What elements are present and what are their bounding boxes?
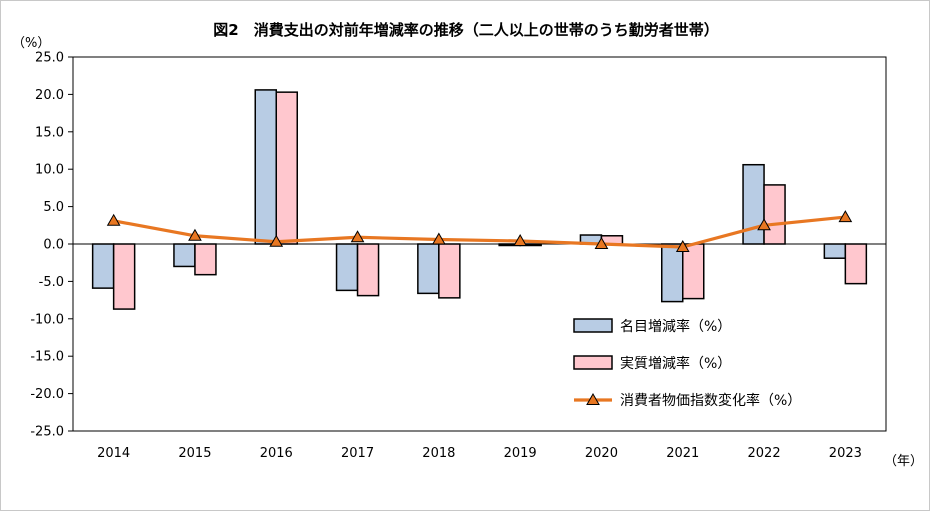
- x-tick-label: 2023: [829, 446, 862, 461]
- cpi-point-marker: [106, 213, 121, 226]
- bar: [173, 243, 196, 268]
- y-tick-label: 10.0: [35, 163, 64, 178]
- bar: [91, 243, 115, 289]
- cpi-point-marker: [350, 230, 365, 243]
- cpi-point-marker: [675, 239, 690, 252]
- cpi-point-marker: [188, 228, 202, 241]
- legend-label: 名目増減率（%）: [620, 318, 731, 335]
- y-tick-label: -25.0: [30, 425, 64, 440]
- bar: [742, 163, 765, 245]
- x-tick-label: 2020: [585, 446, 618, 461]
- x-axis-unit: （年）: [884, 454, 924, 469]
- x-tick-label: 2015: [178, 446, 211, 461]
- chart-title: 図2 消費支出の対前年増減率の推移（二人以上の世帯のうち勤労者世帯）: [213, 21, 719, 39]
- y-tick-label: 20.0: [35, 88, 64, 103]
- legend-swatch: [573, 318, 613, 333]
- bar: [335, 243, 359, 292]
- y-tick-label: -15.0: [30, 350, 64, 365]
- cpi-point-marker: [431, 232, 446, 245]
- x-tick-label: 2014: [97, 446, 130, 461]
- bar: [763, 184, 786, 245]
- bar: [112, 243, 136, 310]
- cpi-point-marker: [594, 236, 609, 249]
- y-tick-label: -5.0: [39, 275, 64, 290]
- cpi-point-marker: [513, 234, 528, 247]
- bar: [844, 243, 868, 285]
- x-tick-label: 2016: [260, 446, 293, 461]
- x-tick-label: 2022: [748, 446, 781, 461]
- y-tick-label: -10.0: [30, 312, 64, 327]
- x-tick-label: 2017: [341, 446, 374, 461]
- x-tick-label: 2018: [422, 446, 455, 461]
- bar: [254, 89, 277, 245]
- x-tick-label: 2021: [666, 446, 699, 461]
- y-axis-unit: （%）: [12, 36, 51, 51]
- cpi-point-marker: [269, 234, 284, 247]
- y-tick-label: 15.0: [35, 125, 64, 140]
- bar: [823, 243, 847, 259]
- cpi-point-marker: [757, 218, 771, 231]
- cpi-line: [113, 215, 846, 249]
- x-tick-label: 2019: [504, 446, 537, 461]
- bar: [417, 243, 440, 295]
- y-tick-label: -20.0: [30, 387, 64, 402]
- bar: [356, 243, 380, 297]
- legend-label: 消費者物価指数変化率（%）: [620, 392, 801, 409]
- cpi-point-marker: [838, 210, 853, 223]
- bar: [682, 243, 705, 300]
- legend-swatch: [573, 355, 613, 370]
- y-tick-label: 25.0: [35, 51, 64, 66]
- y-tick-label: 0.0: [43, 238, 64, 253]
- bar: [661, 243, 684, 303]
- bar: [275, 91, 298, 245]
- y-tick-label: 5.0: [43, 200, 64, 215]
- legend-label: 実質増減率（%）: [620, 355, 731, 372]
- bar: [438, 243, 461, 299]
- bar: [194, 243, 217, 276]
- legend-triangle-icon: [586, 392, 600, 405]
